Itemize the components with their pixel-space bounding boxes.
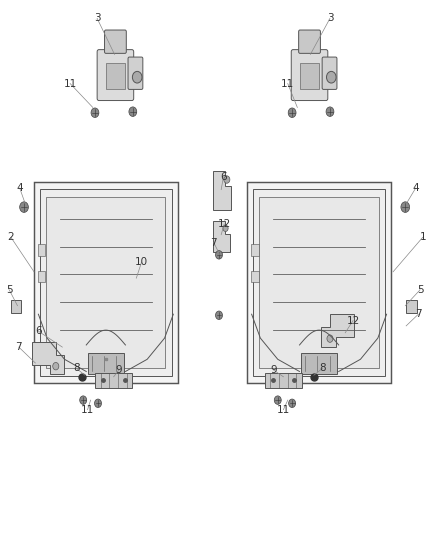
Polygon shape — [213, 221, 230, 252]
Text: 5: 5 — [417, 285, 424, 295]
Text: 10: 10 — [135, 257, 148, 267]
Text: 5: 5 — [6, 285, 13, 295]
Circle shape — [289, 399, 296, 408]
FancyBboxPatch shape — [322, 57, 337, 90]
FancyBboxPatch shape — [95, 373, 132, 388]
Circle shape — [224, 176, 230, 183]
Text: 2: 2 — [7, 232, 14, 243]
Circle shape — [274, 396, 281, 405]
Text: 1: 1 — [419, 232, 426, 243]
Text: 12: 12 — [346, 316, 360, 326]
FancyBboxPatch shape — [40, 189, 172, 376]
Circle shape — [326, 71, 336, 83]
Circle shape — [91, 108, 99, 117]
FancyBboxPatch shape — [259, 197, 379, 368]
Circle shape — [401, 202, 410, 213]
Circle shape — [132, 71, 142, 83]
Text: 7: 7 — [15, 342, 22, 352]
Text: 8: 8 — [73, 364, 80, 373]
FancyBboxPatch shape — [299, 30, 321, 53]
FancyBboxPatch shape — [247, 182, 391, 383]
FancyBboxPatch shape — [46, 197, 166, 368]
Circle shape — [53, 362, 59, 370]
Text: 3: 3 — [327, 13, 333, 23]
Circle shape — [215, 251, 223, 259]
Text: 11: 11 — [81, 405, 94, 415]
Circle shape — [327, 335, 333, 342]
FancyBboxPatch shape — [251, 244, 258, 256]
FancyBboxPatch shape — [106, 63, 125, 89]
FancyBboxPatch shape — [301, 353, 337, 374]
FancyBboxPatch shape — [406, 301, 417, 313]
Text: 9: 9 — [116, 365, 122, 375]
FancyBboxPatch shape — [105, 30, 126, 53]
FancyBboxPatch shape — [34, 182, 178, 383]
Circle shape — [20, 202, 28, 213]
Text: 6: 6 — [35, 326, 42, 336]
FancyBboxPatch shape — [251, 271, 258, 282]
FancyBboxPatch shape — [291, 50, 328, 101]
Text: 4: 4 — [16, 183, 23, 193]
Text: 3: 3 — [94, 13, 100, 23]
FancyBboxPatch shape — [300, 63, 319, 89]
Text: 11: 11 — [277, 405, 290, 415]
Text: 7: 7 — [211, 238, 217, 248]
Text: 11: 11 — [281, 78, 294, 88]
FancyBboxPatch shape — [128, 57, 143, 90]
Circle shape — [223, 225, 228, 231]
Text: 9: 9 — [270, 365, 277, 375]
Polygon shape — [32, 342, 64, 374]
FancyBboxPatch shape — [38, 244, 46, 256]
Circle shape — [326, 107, 334, 116]
Text: 8: 8 — [319, 364, 326, 373]
Text: 11: 11 — [64, 78, 77, 88]
Text: 7: 7 — [415, 309, 422, 319]
Circle shape — [288, 108, 296, 117]
Text: 4: 4 — [413, 183, 419, 193]
FancyBboxPatch shape — [253, 189, 385, 376]
Circle shape — [215, 311, 223, 319]
Circle shape — [95, 399, 102, 408]
FancyBboxPatch shape — [88, 353, 124, 374]
Circle shape — [129, 107, 137, 116]
Text: 6: 6 — [220, 172, 226, 182]
Polygon shape — [321, 314, 354, 346]
FancyBboxPatch shape — [11, 301, 21, 313]
Polygon shape — [213, 171, 231, 210]
Circle shape — [80, 396, 87, 405]
FancyBboxPatch shape — [265, 373, 302, 388]
FancyBboxPatch shape — [97, 50, 134, 101]
FancyBboxPatch shape — [38, 271, 46, 282]
Text: 12: 12 — [218, 219, 231, 229]
